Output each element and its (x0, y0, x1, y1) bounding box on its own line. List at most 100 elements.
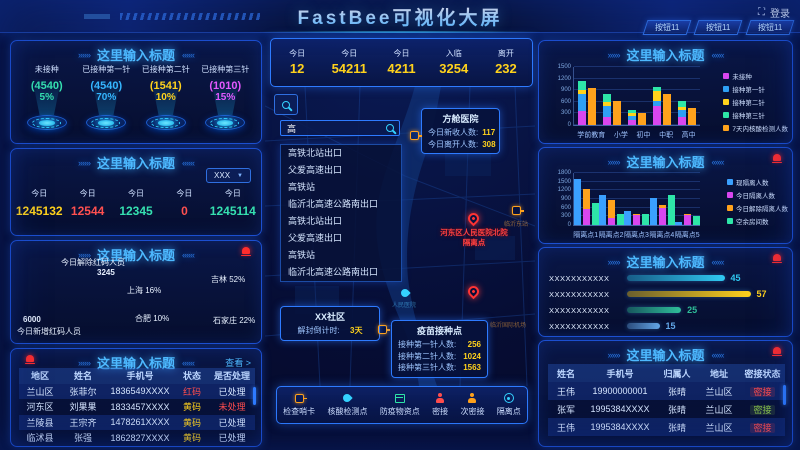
panel-title: ›››››› 这里输入标题 ‹‹‹‹‹‹ (607, 155, 725, 170)
stat-item: 今日上机数12544 (70, 189, 105, 218)
bar-group (577, 67, 596, 125)
header-glow (260, 31, 540, 33)
center-stats-bar: 今日XXXX社区12 今日核酸总数54211 今日XXXX总次数4211 入临人员/车… (270, 38, 533, 87)
header-buttons: 按钮11 按钮11 按钮11 (642, 20, 795, 35)
header-button-1[interactable]: 按钮11 (642, 20, 692, 35)
bar-group (627, 67, 646, 125)
supplies-icon (394, 393, 405, 403)
bar-group (649, 173, 675, 225)
vaccine-site-tooltip: 疫苗接种点 接种第一针人数: 256 接种第二针人数: 1024 接种第三针人数: 1… (391, 320, 488, 378)
table-row: 王伟 1995384XXXX 张晴 兰山区 密接 (548, 418, 785, 436)
legend-checkpoint[interactable]: 检查哨卡 (283, 393, 315, 417)
scrollbar-thumb[interactable] (783, 385, 786, 405)
donut-label-shanghai: 上海 16% (127, 286, 162, 295)
gauge: 已接种第一针 (4540) 70% (77, 64, 137, 140)
alert-bell-icon (772, 154, 782, 164)
donut-label-jilin: 吉林 52% (211, 275, 246, 284)
bar-group (574, 173, 600, 225)
alert-bell-icon (772, 347, 782, 357)
tooltip-title: XX社区 (314, 312, 345, 322)
hbar-row: XXXXXXXXXXX 15 (549, 321, 676, 331)
station-marker-icon[interactable] (512, 206, 524, 215)
bar-group (653, 67, 672, 125)
list-item[interactable]: 高铁北站出口 (288, 216, 343, 226)
scrollbar-thumb[interactable] (253, 387, 256, 405)
gauge-group: 未接种 (4540) 5% 已接种第一针 (4540) 70% 已接种第二针 (… (17, 64, 255, 140)
login-button[interactable]: ⛶ 登录 (758, 5, 790, 20)
stat-row: 今日累计采样数1245132今日上机数12544 今日报告数12345 今日阳性0 今… (15, 189, 257, 218)
panel-title: ›››››› 这里输入标题 ‹‹‹‹‹‹ (78, 156, 195, 171)
panel-alerts-table: ›››››› 这里输入标题 ‹‹‹‹‹‹ 查看 > 地区 姓名 手机号 状态 是否处理 兰山区… (10, 348, 262, 447)
gauge-label: 已接种第二针 (141, 65, 190, 74)
stat-item: 今日核酸总数54211 (331, 49, 368, 76)
panel-contacts-table: ›››››› 这里输入标题 ‹‹‹‹‹‹ 姓名 手机号 归属人 地址 密接状态 王伟 19900… (538, 340, 793, 447)
legend-close-contact[interactable]: 密接 (432, 393, 448, 417)
stat-item: 今日累计采样数1245132 (15, 189, 63, 218)
bar-group (678, 67, 697, 125)
header-decoration-left (120, 13, 260, 20)
pie-value-new: 6000 (23, 315, 41, 324)
legend-sub-contact[interactable]: 次密接 (460, 393, 484, 417)
bar-group (602, 67, 621, 125)
legend-quarantine[interactable]: 隔离点 (497, 393, 521, 417)
stat-item: 今日报告数12345 (119, 189, 153, 218)
search-input[interactable] (280, 120, 400, 136)
station-marker-icon[interactable] (410, 131, 422, 140)
list-item[interactable]: 高铁北站出口 (288, 148, 343, 158)
header-button-2[interactable]: 按钮11 (693, 20, 744, 35)
fullscreen-icon[interactable]: ⛶ (758, 7, 765, 18)
table-row: 兰陵县 王宗齐 1478261XXXX 黄码 已处理 (19, 414, 255, 430)
pie-label-released: 今日解除红码人员 (61, 258, 125, 267)
gauge-pedestal-icon (86, 113, 127, 132)
list-item[interactable]: 临沂北高速公路南出口 (288, 267, 379, 277)
panel-title: ›››››› 这里输入标题 ‹‹‹‹‹‹ (607, 48, 725, 63)
list-item[interactable]: 父爱高速出口 (288, 233, 343, 243)
table-row: 王伟 19900000001 张晴 兰山区 密接 (548, 382, 785, 400)
donut-label-shijiazhuang: 石家庄 22% (213, 316, 256, 325)
table-header: 姓名 手机号 归属人 地址 密接状态 (548, 364, 785, 382)
gauge-percent: 70% (96, 92, 117, 103)
gauge-value: (1541) (149, 80, 182, 92)
gauge-percent: 10% (155, 92, 176, 103)
search-suggestion-list: 高铁北站出口 父爱高速出口 高铁站 临沂北高速公路南出口 高铁北站出口 父爱高速出口 高铁站… (280, 144, 402, 282)
chart-legend: 未接种 接种第一针 接种第二针 接种第三针 7天内核酸检测人数 (723, 71, 788, 133)
close-contact-icon (435, 393, 445, 403)
tooltip-title: 疫苗接种点 (416, 326, 462, 336)
horizontal-bar-chart: XXXXXXXXXXX 45 XXXXXXXXXXX 57 XXXXXXXXXXX 25 X… (549, 270, 782, 334)
panel-sampling-stats: ››››››这里输入标题‹‹‹‹‹‹ XXX▼ 今日累计采样数1245132今日… (10, 148, 262, 236)
hbar-row: XXXXXXXXXXX 57 (549, 289, 767, 299)
gauge-label: 未接种 (34, 65, 59, 74)
list-item[interactable]: 临沂北高速公路南出口 (288, 199, 379, 209)
legend-test-site[interactable]: 核酸检测点 (327, 392, 367, 417)
legend-supplies[interactable]: 防疫物资点 (380, 393, 420, 417)
quarantine-sites-chart: 0 300 600 900 1200 1500 1800 隔离点1 隔离点2 隔离点3 隔离点4 隔离… (557, 170, 788, 239)
search-icon[interactable] (386, 124, 394, 132)
panel-red-code: ›››››› 这里输入标题 ‹‹‹‹‹‹ 今日解除红码人员 3245 6000 今日… (10, 240, 262, 344)
panel-vaccination-gauges: ›››››› 这里输入标题 ‹‹‹‹‹‹ 未接种 (4540) 5% 已接种第一针 … (10, 40, 262, 144)
pie-label-new: 今日新增红码人员 (17, 327, 81, 336)
contacts-table: 姓名 手机号 归属人 地址 密接状态 王伟 19900000001 张晴 兰山区 密接 张军 1995… (548, 364, 785, 436)
alert-bell-icon (25, 355, 35, 365)
gauge-value: (1010) (209, 80, 242, 92)
list-item[interactable]: 高铁站 (288, 182, 316, 192)
stat-item: 入临人员/车辆3254 (439, 49, 469, 76)
pie-value-released: 3245 (97, 268, 115, 277)
panel-title: ›››››› 这里输入标题 ‹‹‹‹‹‹ (607, 255, 725, 270)
gauge-percent: 15% (215, 92, 236, 103)
view-more-link[interactable]: 查看 > (225, 358, 251, 368)
filter-dropdown[interactable]: XXX ▼ (206, 168, 251, 183)
list-item[interactable]: 高铁站 (288, 250, 316, 260)
login-label[interactable]: 登录 (770, 9, 790, 20)
pin-label: 河东区人民医院北院 隔离点 (440, 228, 508, 247)
panel-title: ›››››› 这里输入标题 ‹‹‹‹‹‹ (78, 48, 195, 63)
gauge-pedestal-icon (205, 113, 246, 132)
search-toggle-button[interactable] (274, 94, 298, 115)
station-marker-icon[interactable] (378, 325, 390, 334)
stat-item: 今日XXXX总次数4211 (387, 49, 416, 76)
header-button-3[interactable]: 按钮11 (745, 20, 795, 35)
table-row: 河东区 刘果果 1833457XXXX 黄码 未处理 (26, 401, 246, 413)
tooltip-title: 方舱医院 (442, 114, 479, 124)
list-item[interactable]: 父爱高速出口 (288, 165, 343, 175)
stat-item: 今日阴性1245114 (209, 189, 256, 218)
